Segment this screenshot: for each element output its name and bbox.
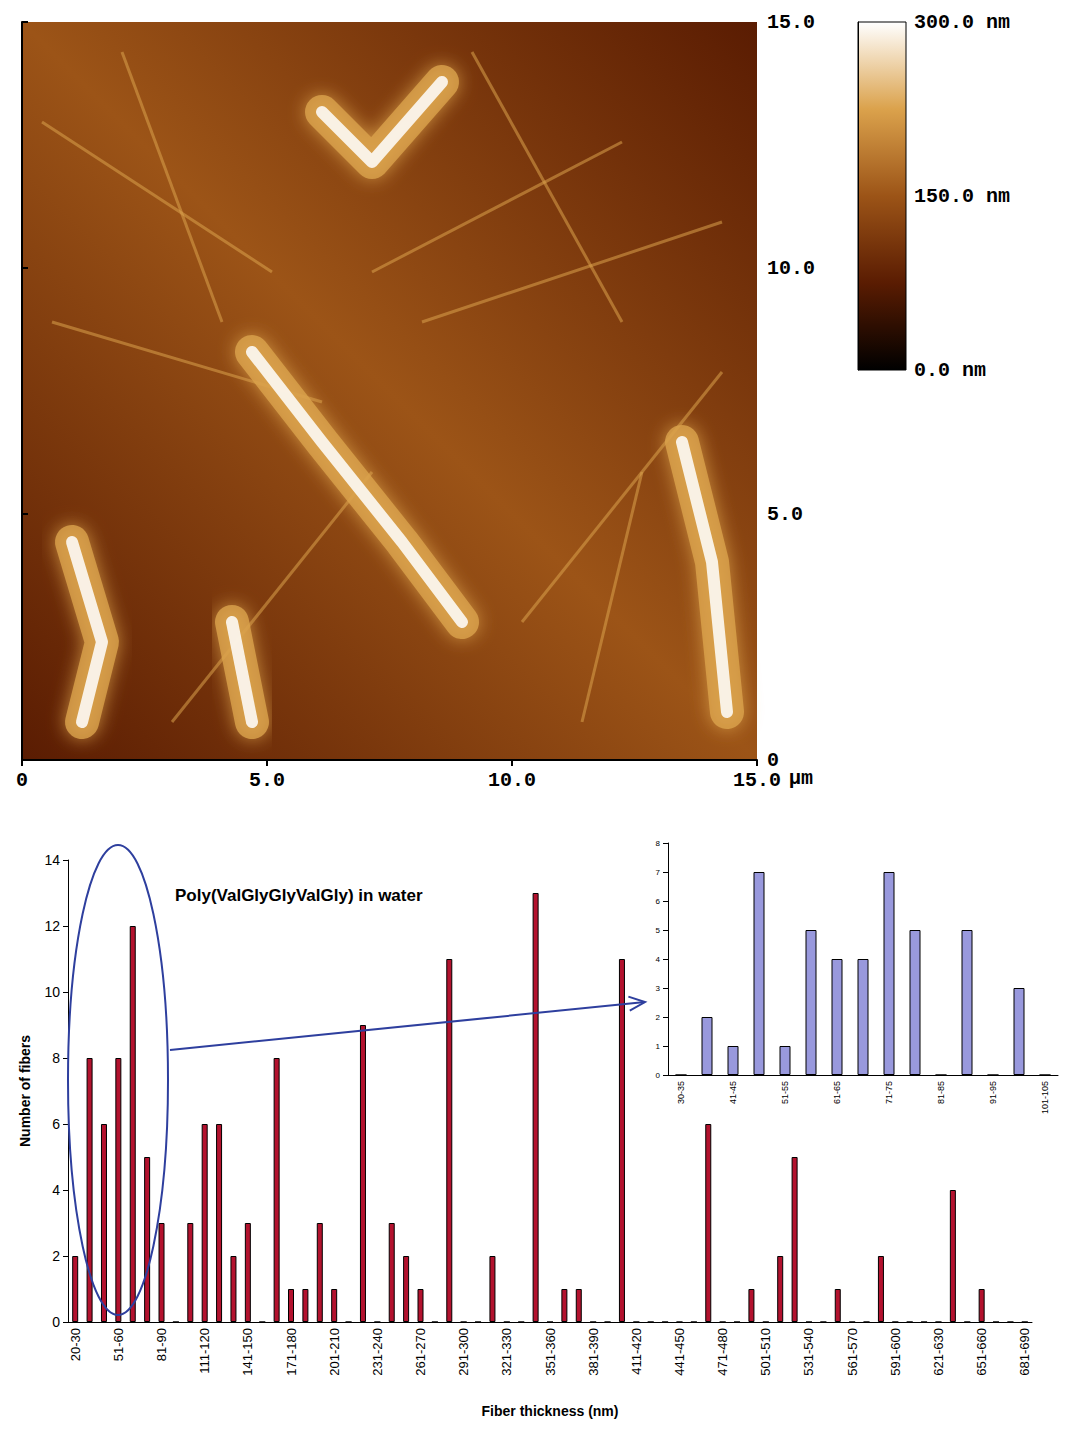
svg-text:2: 2 xyxy=(656,1013,661,1022)
svg-text:10.0: 10.0 xyxy=(488,769,536,792)
svg-text:51-55: 51-55 xyxy=(780,1081,790,1104)
svg-text:3: 3 xyxy=(656,984,661,993)
svg-text:171-180: 171-180 xyxy=(284,1328,299,1376)
svg-text:111-120: 111-120 xyxy=(197,1328,212,1374)
svg-text:10.0: 10.0 xyxy=(767,257,815,280)
svg-text:14: 14 xyxy=(44,852,60,868)
svg-text:201-210: 201-210 xyxy=(327,1328,342,1376)
svg-text:7: 7 xyxy=(656,868,661,877)
svg-text:5.0: 5.0 xyxy=(767,503,803,526)
svg-text:291-300: 291-300 xyxy=(456,1328,471,1376)
svg-text:30-35: 30-35 xyxy=(676,1081,686,1104)
svg-text:4: 4 xyxy=(656,955,661,964)
svg-text:621-630: 621-630 xyxy=(931,1328,946,1376)
svg-text:101-105: 101-105 xyxy=(1040,1081,1050,1114)
svg-text:150.0 nm: 150.0 nm xyxy=(914,185,1010,208)
svg-text:0: 0 xyxy=(656,1071,661,1080)
svg-text:300.0 nm: 300.0 nm xyxy=(914,11,1010,34)
svg-text:381-390: 381-390 xyxy=(586,1328,601,1376)
svg-text:411-420: 411-420 xyxy=(629,1328,644,1375)
svg-text:20-30: 20-30 xyxy=(68,1328,83,1361)
svg-text:5: 5 xyxy=(656,926,661,935)
svg-text:561-570: 561-570 xyxy=(845,1328,860,1376)
svg-text:501-510: 501-510 xyxy=(758,1328,773,1376)
svg-text:531-540: 531-540 xyxy=(801,1328,816,1376)
svg-text:0: 0 xyxy=(767,748,779,772)
svg-text:15.0: 15.0 xyxy=(733,769,781,792)
svg-text:471-480: 471-480 xyxy=(715,1328,730,1376)
svg-text:321-330: 321-330 xyxy=(499,1328,514,1376)
svg-text:4: 4 xyxy=(52,1182,60,1198)
svg-text:141-150: 141-150 xyxy=(240,1328,255,1376)
svg-text:6: 6 xyxy=(52,1116,60,1132)
svg-text:0.0 nm: 0.0 nm xyxy=(914,359,986,382)
svg-text:Fiber thickness (nm): Fiber thickness (nm) xyxy=(482,1403,619,1419)
svg-text:261-270: 261-270 xyxy=(413,1328,428,1376)
svg-text:8: 8 xyxy=(52,1050,60,1066)
svg-text:61-65: 61-65 xyxy=(832,1081,842,1104)
svg-text:231-240: 231-240 xyxy=(370,1328,385,1376)
svg-text:12: 12 xyxy=(44,918,60,934)
svg-text:81-90: 81-90 xyxy=(154,1328,169,1361)
svg-text:91-95: 91-95 xyxy=(988,1081,998,1104)
svg-text:41-45: 41-45 xyxy=(728,1081,738,1104)
svg-text:10: 10 xyxy=(44,984,60,1000)
svg-text:651-660: 651-660 xyxy=(974,1328,989,1376)
svg-text:681-690: 681-690 xyxy=(1017,1328,1032,1376)
svg-text:Number of fibers: Number of fibers xyxy=(17,1035,33,1147)
svg-text:8: 8 xyxy=(656,839,661,848)
svg-text:81-85: 81-85 xyxy=(936,1081,946,1104)
svg-text:1: 1 xyxy=(656,1042,661,1051)
svg-text:71-75: 71-75 xyxy=(884,1081,894,1104)
svg-text:µm: µm xyxy=(789,767,813,790)
svg-text:0: 0 xyxy=(52,1314,60,1330)
svg-text:Poly(ValGlyGlyValGly) in water: Poly(ValGlyGlyValGly) in water xyxy=(175,886,423,905)
svg-text:15.0: 15.0 xyxy=(767,11,815,34)
svg-text:2: 2 xyxy=(52,1248,60,1264)
svg-text:351-360: 351-360 xyxy=(543,1328,558,1376)
svg-text:6: 6 xyxy=(656,897,661,906)
svg-text:51-60: 51-60 xyxy=(111,1328,126,1361)
svg-text:441-450: 441-450 xyxy=(672,1328,687,1376)
svg-text:5.0: 5.0 xyxy=(249,769,285,792)
svg-text:591-600: 591-600 xyxy=(888,1328,903,1376)
svg-text:0: 0 xyxy=(16,769,28,792)
